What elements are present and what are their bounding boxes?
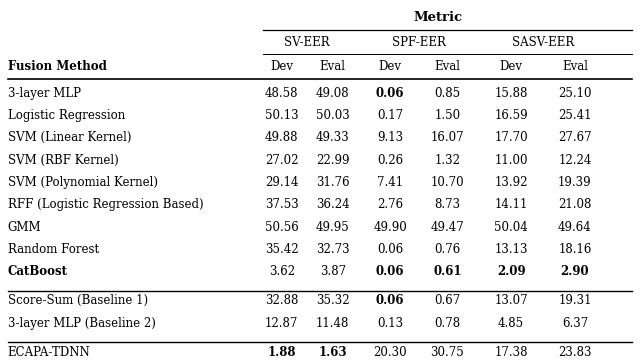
Text: 15.88: 15.88: [495, 87, 528, 100]
Text: 50.56: 50.56: [265, 221, 299, 234]
Text: 1.50: 1.50: [435, 109, 461, 122]
Text: Random Forest: Random Forest: [8, 243, 99, 256]
Text: 13.13: 13.13: [495, 243, 528, 256]
Text: 30.75: 30.75: [431, 346, 464, 359]
Text: 35.32: 35.32: [316, 294, 349, 307]
Text: 0.76: 0.76: [435, 243, 461, 256]
Text: 0.06: 0.06: [377, 243, 403, 256]
Text: 49.64: 49.64: [558, 221, 592, 234]
Text: 49.88: 49.88: [265, 131, 298, 144]
Text: 25.41: 25.41: [558, 109, 591, 122]
Text: 1.63: 1.63: [319, 346, 347, 359]
Text: 1.32: 1.32: [435, 154, 460, 167]
Text: 12.24: 12.24: [558, 154, 591, 167]
Text: Eval: Eval: [435, 60, 460, 73]
Text: SVM (Linear Kernel): SVM (Linear Kernel): [8, 131, 131, 144]
Text: 18.16: 18.16: [558, 243, 591, 256]
Text: Score-Sum (Baseline 1): Score-Sum (Baseline 1): [8, 294, 148, 307]
Text: 32.73: 32.73: [316, 243, 349, 256]
Text: 3-layer MLP: 3-layer MLP: [8, 87, 81, 100]
Text: ECAPA-TDNN: ECAPA-TDNN: [8, 346, 90, 359]
Text: 49.95: 49.95: [316, 221, 349, 234]
Text: 2.90: 2.90: [561, 265, 589, 278]
Text: 0.78: 0.78: [435, 317, 461, 330]
Text: SVM (Polynomial Kernel): SVM (Polynomial Kernel): [8, 176, 158, 189]
Text: 17.70: 17.70: [494, 131, 528, 144]
Text: 16.59: 16.59: [494, 109, 528, 122]
Text: 36.24: 36.24: [316, 199, 349, 211]
Text: 0.26: 0.26: [377, 154, 403, 167]
Text: 50.13: 50.13: [265, 109, 299, 122]
Text: 50.03: 50.03: [316, 109, 349, 122]
Text: 8.73: 8.73: [435, 199, 461, 211]
Text: Eval: Eval: [320, 60, 346, 73]
Text: 21.08: 21.08: [558, 199, 591, 211]
Text: SV-EER: SV-EER: [284, 36, 330, 49]
Text: 37.53: 37.53: [265, 199, 299, 211]
Text: 0.61: 0.61: [433, 265, 461, 278]
Text: Logistic Regression: Logistic Regression: [8, 109, 125, 122]
Text: 9.13: 9.13: [377, 131, 403, 144]
Text: 19.31: 19.31: [558, 294, 591, 307]
Text: 22.99: 22.99: [316, 154, 349, 167]
Text: 10.70: 10.70: [431, 176, 464, 189]
Text: RFF (Logistic Regression Based): RFF (Logistic Regression Based): [8, 199, 204, 211]
Text: 27.67: 27.67: [558, 131, 592, 144]
Text: 0.67: 0.67: [435, 294, 461, 307]
Text: 35.42: 35.42: [265, 243, 299, 256]
Text: 1.88: 1.88: [268, 346, 296, 359]
Text: 14.11: 14.11: [495, 199, 528, 211]
Text: 0.17: 0.17: [377, 109, 403, 122]
Text: 49.08: 49.08: [316, 87, 349, 100]
Text: 3-layer MLP (Baseline 2): 3-layer MLP (Baseline 2): [8, 317, 156, 330]
Text: 0.85: 0.85: [435, 87, 461, 100]
Text: 48.58: 48.58: [265, 87, 298, 100]
Text: 23.83: 23.83: [558, 346, 591, 359]
Text: 32.88: 32.88: [265, 294, 298, 307]
Text: Fusion Method: Fusion Method: [8, 60, 107, 73]
Text: SASV-EER: SASV-EER: [512, 36, 574, 49]
Text: Dev: Dev: [379, 60, 401, 73]
Text: 49.90: 49.90: [373, 221, 407, 234]
Text: 16.07: 16.07: [431, 131, 464, 144]
Text: 6.37: 6.37: [562, 317, 588, 330]
Text: 0.06: 0.06: [376, 265, 404, 278]
Text: 0.13: 0.13: [377, 317, 403, 330]
Text: 29.14: 29.14: [265, 176, 298, 189]
Text: 50.04: 50.04: [494, 221, 528, 234]
Text: 12.87: 12.87: [265, 317, 298, 330]
Text: 7.41: 7.41: [377, 176, 403, 189]
Text: SVM (RBF Kernel): SVM (RBF Kernel): [8, 154, 118, 167]
Text: 27.02: 27.02: [265, 154, 298, 167]
Text: Eval: Eval: [562, 60, 588, 73]
Text: 17.38: 17.38: [495, 346, 528, 359]
Text: 2.76: 2.76: [377, 199, 403, 211]
Text: GMM: GMM: [8, 221, 42, 234]
Text: CatBoost: CatBoost: [8, 265, 68, 278]
Text: Metric: Metric: [413, 11, 463, 24]
Text: 20.30: 20.30: [373, 346, 407, 359]
Text: 19.39: 19.39: [558, 176, 592, 189]
Text: Dev: Dev: [270, 60, 293, 73]
Text: 0.06: 0.06: [376, 294, 404, 307]
Text: 13.92: 13.92: [495, 176, 528, 189]
Text: 25.10: 25.10: [558, 87, 591, 100]
Text: 2.09: 2.09: [497, 265, 525, 278]
Text: 49.33: 49.33: [316, 131, 349, 144]
Text: 3.87: 3.87: [320, 265, 346, 278]
Text: 11.48: 11.48: [316, 317, 349, 330]
Text: 11.00: 11.00: [495, 154, 528, 167]
Text: SPF-EER: SPF-EER: [392, 36, 445, 49]
Text: 31.76: 31.76: [316, 176, 349, 189]
Text: 13.07: 13.07: [494, 294, 528, 307]
Text: 0.06: 0.06: [376, 87, 404, 100]
Text: 4.85: 4.85: [498, 317, 524, 330]
Text: Dev: Dev: [500, 60, 523, 73]
Text: 49.47: 49.47: [431, 221, 464, 234]
Text: 3.62: 3.62: [269, 265, 295, 278]
